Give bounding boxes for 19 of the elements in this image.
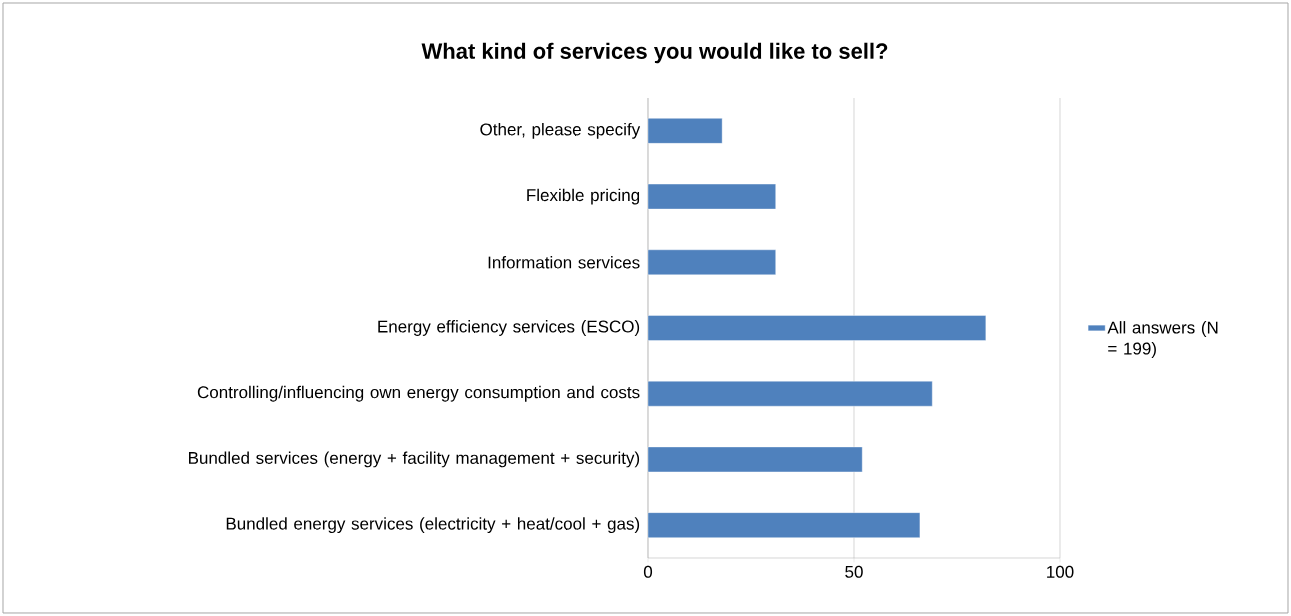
bar (647, 381, 933, 407)
x-tick-label: 100 (1047, 565, 1074, 578)
bar (647, 315, 987, 341)
bar (647, 183, 776, 210)
y-tick-label: Information services (488, 256, 640, 269)
x-tick-label: 50 (845, 565, 863, 578)
y-tick-label: Bundled energy services (electricity + heat/cool + gas) (226, 517, 640, 534)
y-tick-label: Controlling/influencing own energy consumption and costs (197, 385, 640, 402)
y-tick-label: Bundled services (energy + facility management + security) (189, 451, 640, 468)
bar (647, 512, 921, 538)
y-tick-label: Energy efficiency services (ESCO) (378, 320, 640, 336)
legend-label: All answers (N = 199) (1107, 321, 1218, 358)
y-tick-label: Flexible pricing (527, 188, 640, 205)
bar (647, 118, 723, 144)
bar (647, 446, 863, 473)
bar (647, 249, 776, 275)
y-tick-label: Other, please specify (480, 122, 641, 139)
chart-title: What kind of services you would like to sell? (421, 42, 888, 64)
x-tick-label: 0 (643, 565, 653, 578)
